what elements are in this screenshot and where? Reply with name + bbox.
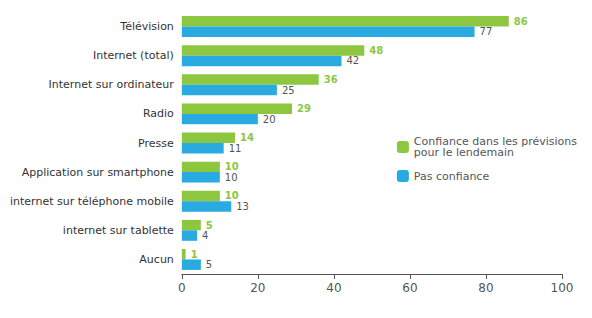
svg-text:Radio: Radio: [143, 107, 174, 120]
svg-text:77: 77: [480, 26, 493, 37]
svg-text:1: 1: [191, 249, 198, 260]
svg-text:60: 60: [402, 281, 417, 295]
svg-text:11: 11: [229, 143, 242, 154]
svg-text:Internet (total): Internet (total): [93, 49, 174, 62]
svg-text:40: 40: [326, 281, 341, 295]
svg-text:4: 4: [202, 230, 208, 241]
svg-text:0: 0: [178, 281, 186, 295]
svg-text:internet sur téléphone mobile: internet sur téléphone mobile: [10, 195, 174, 208]
svg-text:Pas confiance: Pas confiance: [414, 170, 490, 183]
svg-text:pour le lendemain: pour le lendemain: [414, 146, 514, 159]
svg-text:20: 20: [250, 281, 265, 295]
svg-text:36: 36: [324, 74, 338, 85]
svg-text:42: 42: [347, 55, 360, 66]
svg-text:5: 5: [206, 220, 213, 231]
svg-text:5: 5: [206, 259, 212, 270]
svg-text:25: 25: [282, 85, 295, 96]
svg-text:80: 80: [478, 281, 493, 295]
svg-text:10: 10: [225, 161, 239, 172]
svg-text:86: 86: [514, 16, 528, 27]
svg-text:Confiance dans les prévisions: Confiance dans les prévisions: [413, 135, 577, 148]
svg-text:Aucun: Aucun: [139, 253, 174, 266]
svg-text:100: 100: [551, 281, 574, 295]
svg-text:48: 48: [369, 45, 383, 56]
svg-text:Internet sur ordinateur: Internet sur ordinateur: [49, 78, 175, 91]
svg-text:29: 29: [297, 103, 311, 114]
svg-text:13: 13: [236, 201, 249, 212]
svg-text:Application sur smartphone: Application sur smartphone: [22, 166, 174, 179]
svg-text:10: 10: [225, 172, 238, 183]
svg-text:Télévision: Télévision: [119, 20, 174, 33]
svg-text:Presse: Presse: [138, 137, 174, 150]
svg-text:20: 20: [263, 114, 276, 125]
svg-text:10: 10: [225, 190, 239, 201]
svg-text:14: 14: [240, 132, 254, 143]
svg-text:internet sur tablette: internet sur tablette: [63, 224, 174, 237]
